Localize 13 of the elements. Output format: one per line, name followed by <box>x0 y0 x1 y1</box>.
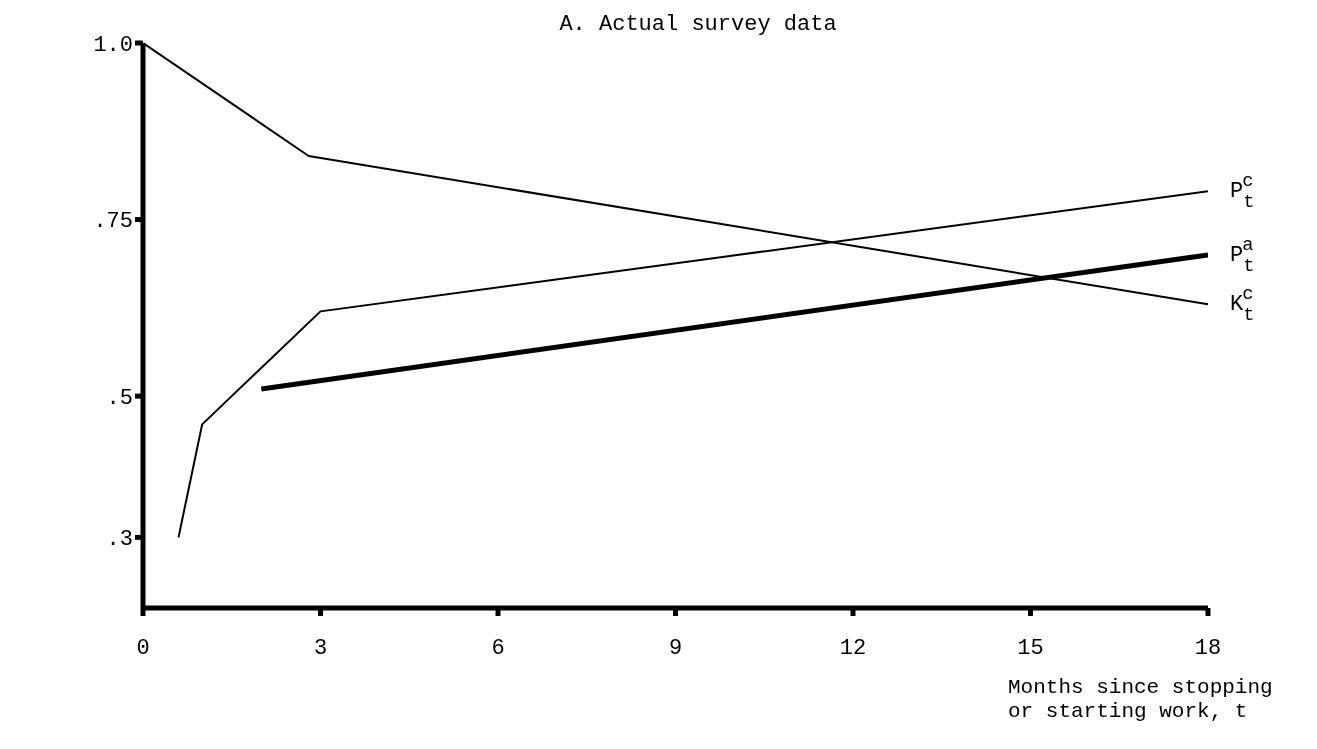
x-tick-label: 6 <box>491 635 505 661</box>
x-tick-label: 0 <box>136 635 150 661</box>
y-tick-label: 1.0 <box>93 32 133 58</box>
y-tick-label: .75 <box>93 209 133 235</box>
chart-title: A. Actual survey data <box>559 12 837 37</box>
y-tick-label: .5 <box>106 385 133 411</box>
x-tick-label: 12 <box>839 635 867 661</box>
x-tick-label: 18 <box>1194 635 1222 661</box>
x-tick-label: 3 <box>313 635 328 661</box>
x-axis-title: Months since stopping or starting work, t <box>1008 676 1274 724</box>
x-tick-label: 9 <box>668 635 683 661</box>
y-tick-label: .3 <box>106 527 133 553</box>
x-tick-label: 15 <box>1017 635 1044 661</box>
